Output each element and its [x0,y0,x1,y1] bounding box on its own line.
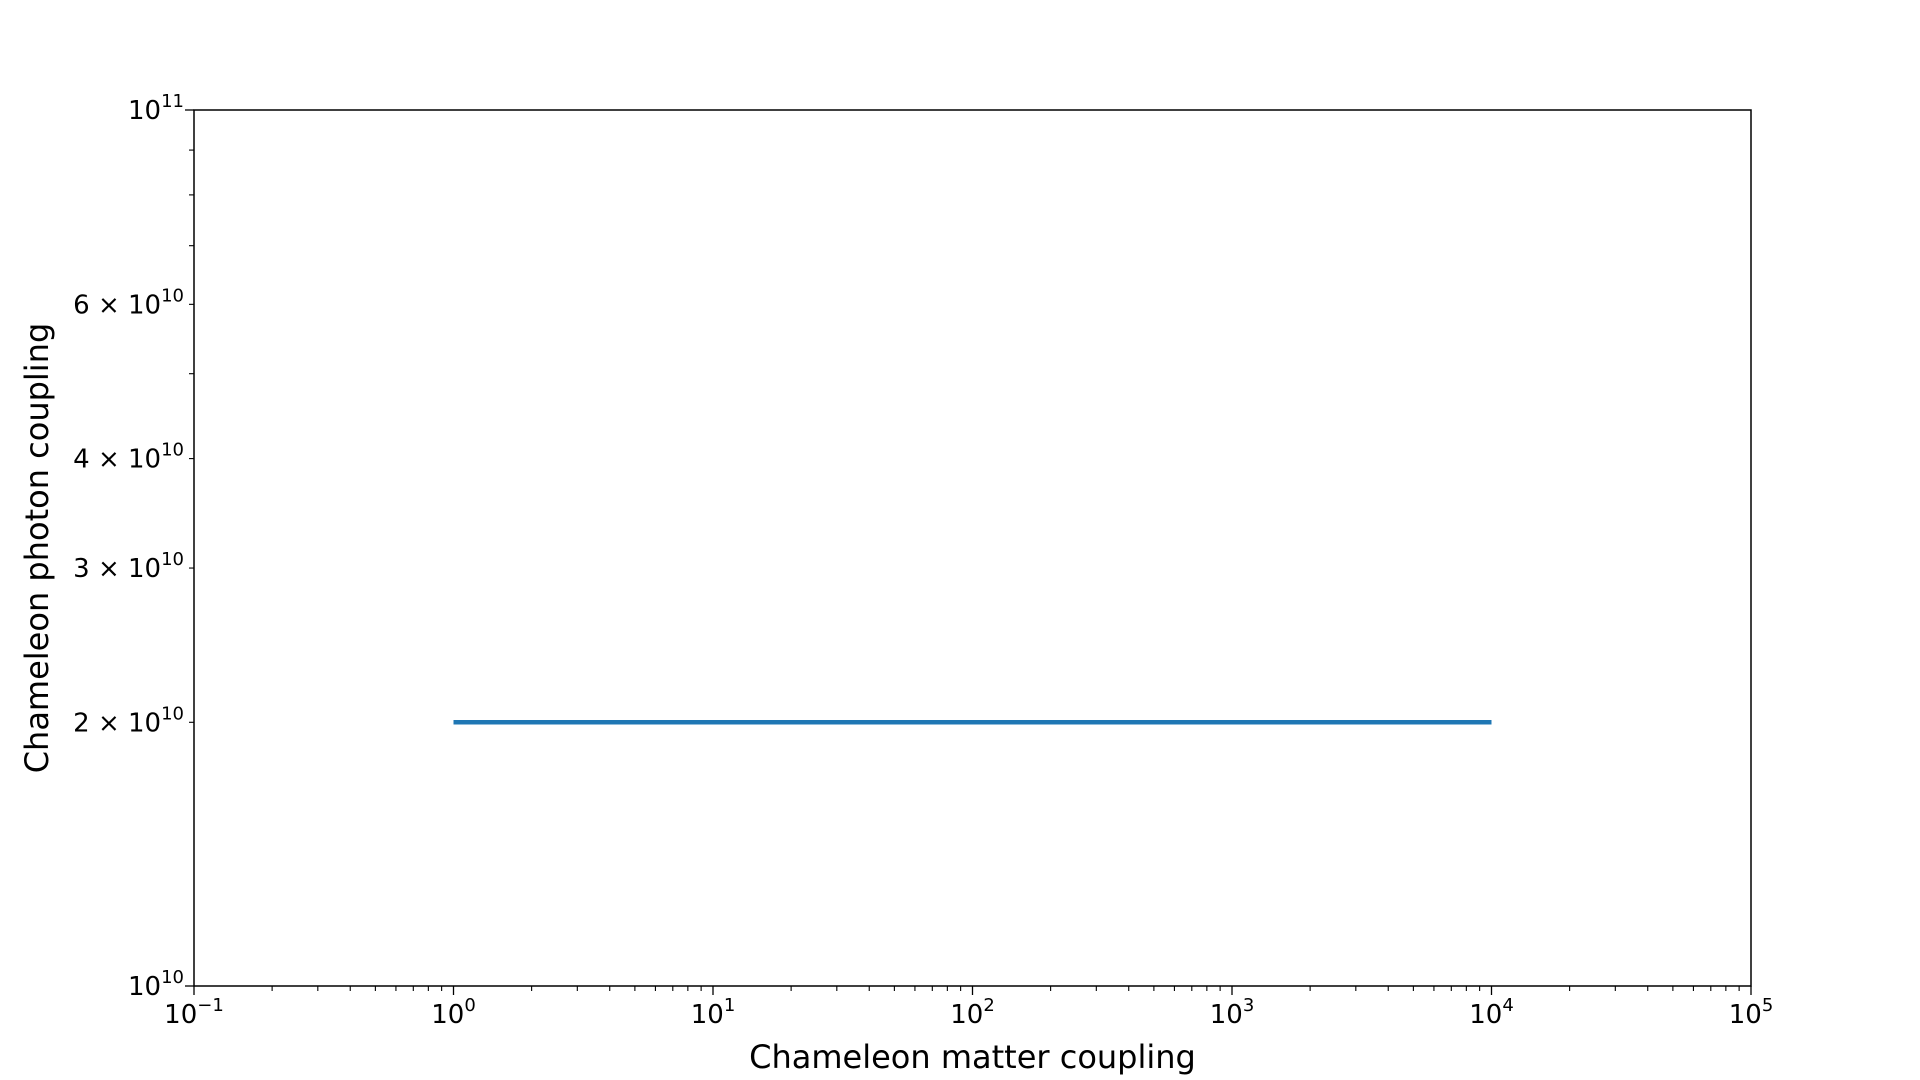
x-tick-label: 105 [1729,995,1774,1030]
x-tick-label: 103 [1210,995,1255,1030]
y-tick-label: 2 × 1010 [73,703,184,738]
plot-area: 10−1 100 101 102 103 104 105 1010 2 × 1010 3 × 10… [73,91,1773,1030]
x-tick-label: 100 [431,995,476,1030]
y-tick-label: 1011 [128,91,184,126]
y-tick-label: 6 × 1010 [73,285,184,320]
x-axis-label: Chameleon matter coupling [749,1038,1196,1076]
y-tick-label: 4 × 1010 [73,440,184,475]
y-tick-label: 1010 [128,967,184,1002]
y-tick-label: 3 × 1010 [73,549,184,584]
x-tick-label: 101 [691,995,736,1030]
x-tick-label: 10−1 [164,995,224,1030]
x-tick-label: 102 [950,995,995,1030]
y-axis-label: Chameleon photon coupling [18,323,56,774]
x-tick-label: 104 [1469,995,1514,1030]
